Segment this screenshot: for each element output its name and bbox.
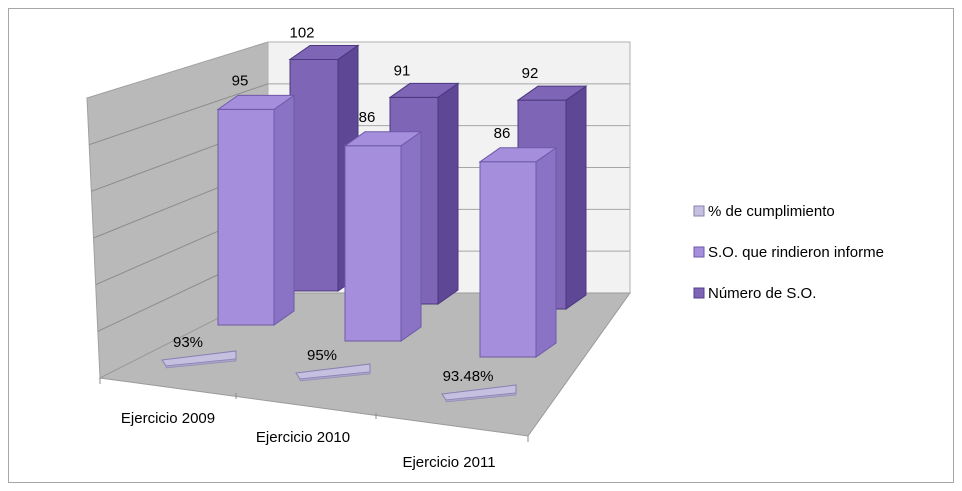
bar-cumplimiento-0-front <box>165 358 237 369</box>
legend-label-cumplimiento: % de cumplimiento <box>708 203 835 220</box>
bar-numero-0-top <box>288 44 360 60</box>
bar-cumplimiento-2-front <box>445 392 517 403</box>
bar-cumplimiento-0 <box>161 350 237 369</box>
bar-rindieron-2-front <box>479 161 537 358</box>
category-label-2009: Ejercicio 2009 <box>121 410 215 427</box>
category-label-2010: Ejercicio 2010 <box>256 429 350 446</box>
bar-numero-1-top <box>388 82 460 98</box>
bar-numero-1-side <box>437 82 459 305</box>
data-label-cumplimiento-1: 95% <box>307 347 337 364</box>
bars <box>161 44 588 403</box>
data-labels: 102 95 93% 91 86 95% 92 86 93.48% <box>173 24 538 385</box>
bar-rindieron-0-top <box>216 94 296 110</box>
bar-rindieron-0-side <box>273 94 295 326</box>
data-label-rindieron-0: 95 <box>232 72 249 89</box>
bar-rindieron-1-top <box>343 131 423 147</box>
bar-numero-0-front <box>289 58 339 292</box>
bar-rindieron-1-side <box>400 130 422 342</box>
legend-swatch-cumplimiento <box>693 205 705 217</box>
bar-cumplimiento-1-front <box>299 371 371 382</box>
bar-rindieron-1 <box>343 130 423 342</box>
legend: % de cumplimiento S.O. que rindieron inf… <box>693 203 884 302</box>
bar-numero-2-side <box>565 85 587 310</box>
data-label-numero-1: 91 <box>394 62 411 79</box>
gridline-left <box>89 83 269 146</box>
category-label-2011: Ejercicio 2011 <box>402 454 495 471</box>
legend-label-rindieron: S.O. que rindieron informe <box>708 244 884 261</box>
bar-rindieron-1-front <box>344 145 402 342</box>
data-label-cumplimiento-2: 93.48% <box>443 368 494 385</box>
data-label-cumplimiento-0: 93% <box>173 334 203 351</box>
legend-swatch-rindieron <box>693 246 705 258</box>
data-label-rindieron-1: 86 <box>359 109 376 126</box>
bar-rindieron-2 <box>478 146 558 358</box>
bar-rindieron-2-top <box>478 147 558 163</box>
category-labels: Ejercicio 2009 Ejercicio 2010 Ejercicio … <box>121 410 496 471</box>
legend-swatch-numero <box>693 287 705 299</box>
bar-numero-2-top <box>516 85 588 101</box>
bar-rindieron-2-side <box>535 146 557 358</box>
bar-rindieron-0-front <box>217 108 275 326</box>
data-label-numero-2: 92 <box>522 65 539 82</box>
legend-label-numero: Número de S.O. <box>708 285 816 302</box>
bar-cumplimiento-1 <box>295 363 371 382</box>
data-label-numero-0: 102 <box>289 24 314 41</box>
bar-cumplimiento-2 <box>441 384 517 403</box>
data-label-rindieron-2: 86 <box>494 125 511 142</box>
bar-rindieron-0 <box>216 94 296 326</box>
